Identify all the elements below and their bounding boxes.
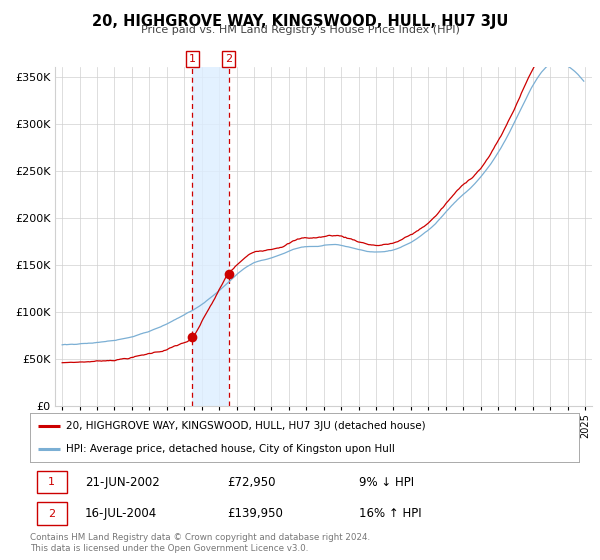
Text: 16-JUL-2004: 16-JUL-2004 (85, 507, 157, 520)
Text: HPI: Average price, detached house, City of Kingston upon Hull: HPI: Average price, detached house, City… (65, 444, 395, 454)
FancyBboxPatch shape (37, 502, 67, 525)
Text: 20, HIGHGROVE WAY, KINGSWOOD, HULL, HU7 3JU: 20, HIGHGROVE WAY, KINGSWOOD, HULL, HU7 … (92, 14, 508, 29)
Text: 2: 2 (225, 54, 232, 64)
FancyBboxPatch shape (37, 471, 67, 493)
Text: Price paid vs. HM Land Registry's House Price Index (HPI): Price paid vs. HM Land Registry's House … (140, 25, 460, 35)
Text: 1: 1 (189, 54, 196, 64)
Text: 2: 2 (48, 508, 55, 519)
Text: 20, HIGHGROVE WAY, KINGSWOOD, HULL, HU7 3JU (detached house): 20, HIGHGROVE WAY, KINGSWOOD, HULL, HU7 … (65, 422, 425, 431)
Text: 16% ↑ HPI: 16% ↑ HPI (359, 507, 422, 520)
Text: £139,950: £139,950 (227, 507, 284, 520)
Text: 21-JUN-2002: 21-JUN-2002 (85, 475, 160, 489)
Bar (193, 67, 229, 406)
Text: £72,950: £72,950 (227, 475, 276, 489)
Text: 1: 1 (48, 477, 55, 487)
Text: 9% ↓ HPI: 9% ↓ HPI (359, 475, 415, 489)
Text: Contains HM Land Registry data © Crown copyright and database right 2024.
This d: Contains HM Land Registry data © Crown c… (30, 533, 370, 553)
